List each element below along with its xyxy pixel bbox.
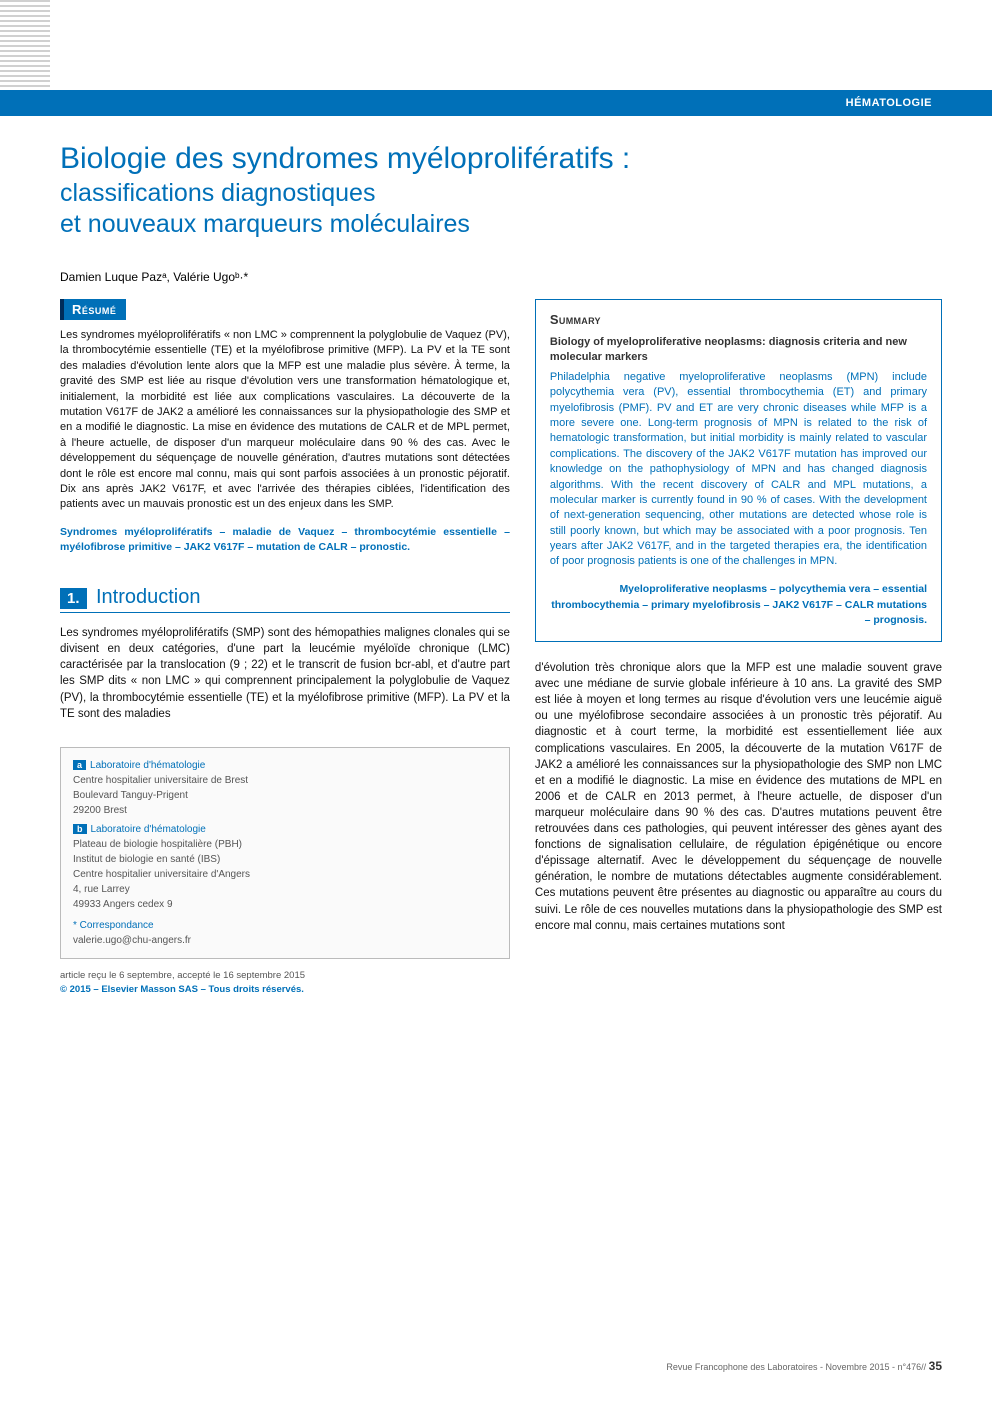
section-1-heading: 1. Introduction: [60, 586, 510, 613]
affiliation-a: a Laboratoire d'hématologie Centre hospit…: [73, 758, 497, 818]
left-margin-stripes: [0, 0, 50, 100]
affil-b-line: Plateau de biologie hospitalière (PBH): [73, 839, 242, 850]
affiliations-box: a Laboratoire d'hématologie Centre hospit…: [60, 747, 510, 959]
affil-b-lab: Laboratoire d'hématologie: [91, 824, 206, 835]
summary-heading: Summary: [550, 312, 927, 327]
received-date: article reçu le 6 septembre, accepté le …: [60, 969, 510, 983]
affil-b-line: Centre hospitalier universitaire d'Anger…: [73, 869, 250, 880]
resume-heading: Résumé: [60, 299, 126, 320]
title-line-3: et nouveaux marqueurs moléculaires: [60, 209, 942, 240]
article-title: Biologie des syndromes myéloprolifératif…: [60, 140, 942, 240]
affil-a-line: Boulevard Tanguy-Prigent: [73, 790, 188, 801]
section-title: Introduction: [96, 586, 201, 608]
article-meta: article reçu le 6 septembre, accepté le …: [60, 969, 510, 998]
introduction-left-text: Les syndromes myéloprolifératifs (SMP) s…: [60, 625, 510, 722]
two-column-layout: Résumé Les syndromes myéloprolifératifs …: [60, 299, 942, 997]
affil-a-lab: Laboratoire d'hématologie: [90, 760, 205, 771]
summary-box: Summary Biology of myeloproliferative ne…: [535, 299, 942, 642]
affil-b-line: Institut de biologie en santé (IBS): [73, 854, 220, 865]
page-number: 35: [929, 1359, 942, 1373]
correspondence-label: * Correspondance: [73, 918, 497, 933]
summary-body: Philadelphia negative myeloproliferative…: [550, 370, 927, 570]
affil-b-line: 4, rue Larrey: [73, 884, 130, 895]
page-footer: Revue Francophone des Laboratoires - Nov…: [666, 1359, 942, 1373]
affil-a-line: 29200 Brest: [73, 805, 127, 816]
title-line-1: Biologie des syndromes myéloprolifératif…: [60, 140, 942, 178]
affil-b-line: 49933 Angers cedex 9: [73, 899, 173, 910]
journal-ref: Revue Francophone des Laboratoires - Nov…: [666, 1362, 926, 1372]
summary-subtitle: Biology of myeloproliferative neoplasms:…: [550, 335, 927, 366]
copyright-line: © 2015 – Elsevier Masson SAS – Tous droi…: [60, 983, 510, 997]
left-column: Résumé Les syndromes myéloprolifératifs …: [60, 299, 510, 997]
resume-block: Résumé Les syndromes myéloprolifératifs …: [60, 299, 510, 556]
category-header-bar: HÉMATOLOGIE: [0, 90, 992, 116]
affil-b-label: b: [73, 824, 87, 834]
resume-body: Les syndromes myéloprolifératifs « non L…: [60, 328, 510, 513]
resume-keywords: Syndromes myéloprolifératifs – maladie d…: [60, 525, 510, 557]
right-column: Summary Biology of myeloproliferative ne…: [535, 299, 942, 997]
affil-a-line: Centre hospitalier universitaire de Bres…: [73, 775, 248, 786]
summary-keywords: Myeloproliferative neoplasms – polycythe…: [550, 582, 927, 629]
category-label: HÉMATOLOGIE: [846, 97, 932, 109]
title-line-2: classifications diagnostiques: [60, 178, 942, 209]
author-list: Damien Luque Pazᵃ, Valérie Ugoᵇ·*: [60, 270, 942, 284]
page-content: Biologie des syndromes myéloprolifératif…: [60, 140, 942, 997]
affiliation-b: b Laboratoire d'hématologie Plateau de bi…: [73, 822, 497, 912]
correspondence-email: valerie.ugo@chu-angers.fr: [73, 935, 191, 946]
introduction-right-text: d'évolution très chronique alors que la …: [535, 660, 942, 934]
affil-a-label: a: [73, 760, 86, 770]
section-number: 1.: [60, 588, 87, 609]
